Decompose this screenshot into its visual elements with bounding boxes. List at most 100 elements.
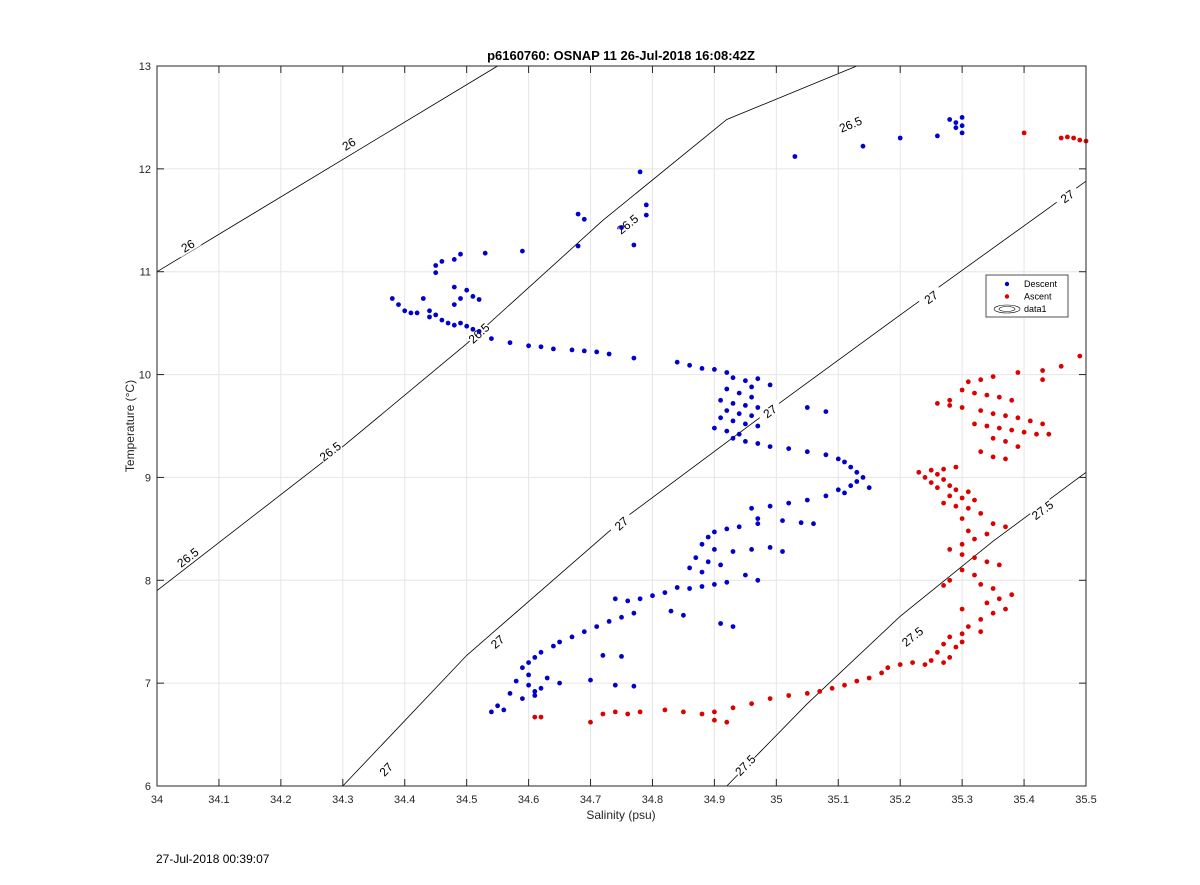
descent-point bbox=[526, 660, 531, 665]
contour-line-26.5 bbox=[156, 65, 857, 591]
ascent-point bbox=[842, 682, 847, 688]
ascent-point bbox=[990, 521, 996, 527]
descent-point bbox=[823, 452, 829, 458]
descent-point bbox=[520, 665, 525, 671]
ascent-point bbox=[1077, 353, 1083, 359]
ascent-point bbox=[712, 709, 717, 715]
descent-point bbox=[612, 596, 618, 602]
legend-marker-contour-inner bbox=[998, 306, 1016, 312]
x-tick-label: 35.5 bbox=[1075, 794, 1096, 806]
ascent-point bbox=[959, 639, 965, 645]
x-tick-label: 34.2 bbox=[270, 794, 291, 806]
descent-point bbox=[798, 520, 804, 526]
descent-point bbox=[538, 685, 544, 691]
ascent-point bbox=[965, 528, 971, 534]
ascent-point bbox=[1077, 137, 1083, 143]
descent-point bbox=[619, 654, 624, 659]
y-tick-label: 11 bbox=[140, 267, 151, 279]
descent-point bbox=[755, 376, 761, 382]
descent-point bbox=[433, 312, 439, 318]
descent-point bbox=[767, 444, 773, 449]
grid bbox=[156, 65, 1087, 787]
descent-point bbox=[600, 653, 606, 658]
descent-point bbox=[507, 340, 513, 346]
ascent-point bbox=[996, 425, 1002, 431]
descent-point bbox=[786, 500, 792, 506]
ascent-point bbox=[804, 691, 810, 696]
ascent-point bbox=[959, 495, 965, 501]
descent-point bbox=[414, 310, 420, 316]
ascent-point bbox=[972, 497, 977, 503]
ascent-point bbox=[854, 678, 860, 684]
descent-point bbox=[681, 612, 686, 618]
ascent-point bbox=[935, 649, 940, 655]
ascent-point bbox=[724, 719, 730, 725]
ascent-point bbox=[990, 610, 996, 616]
descent-point bbox=[513, 678, 519, 684]
contour-label-bg bbox=[173, 544, 202, 570]
ascent-point bbox=[749, 701, 754, 707]
ascent-point bbox=[1003, 456, 1008, 462]
contour-label: 26 bbox=[179, 236, 198, 255]
descent-point bbox=[730, 375, 736, 381]
ascent-point bbox=[538, 714, 544, 720]
descent-point bbox=[458, 320, 463, 326]
descent-point bbox=[743, 439, 748, 444]
ascent-point bbox=[972, 555, 977, 561]
ascent-point bbox=[1071, 135, 1076, 141]
descent-point bbox=[402, 308, 408, 314]
descent-point bbox=[482, 250, 488, 256]
contour-label-bg bbox=[731, 751, 759, 779]
descent-point bbox=[755, 577, 761, 583]
ascent-point bbox=[978, 617, 984, 622]
ascent-point bbox=[953, 464, 959, 470]
x-tick-label: 34.9 bbox=[704, 794, 725, 806]
ascent-point bbox=[959, 631, 965, 637]
ascent-point bbox=[612, 709, 618, 715]
ascent-point bbox=[588, 719, 593, 725]
ascent-point bbox=[959, 552, 965, 557]
contour-label-bg bbox=[334, 131, 363, 156]
descent-point bbox=[755, 441, 761, 446]
descent-point bbox=[594, 349, 600, 355]
descent-point bbox=[439, 317, 445, 323]
descent-point bbox=[724, 428, 730, 434]
descent-point bbox=[724, 526, 730, 532]
descent-point bbox=[476, 297, 482, 302]
descent-point bbox=[959, 130, 965, 136]
descent-point bbox=[544, 675, 550, 681]
legend-marker-contour bbox=[993, 304, 1021, 314]
descent-point bbox=[631, 242, 637, 248]
ascent-point bbox=[978, 449, 984, 455]
ascent-point bbox=[532, 714, 538, 720]
ascent-point bbox=[935, 401, 940, 406]
legend: Descent Ascent data1 bbox=[985, 274, 1069, 318]
x-tick-label: 34 bbox=[151, 794, 163, 806]
chart-title: p6160760: OSNAP 11 26-Jul-2018 16:08:42Z bbox=[487, 48, 755, 63]
descent-point bbox=[526, 343, 531, 349]
descent-point bbox=[854, 479, 860, 484]
descent-point bbox=[594, 624, 600, 629]
descent-point bbox=[953, 125, 959, 131]
descent-point bbox=[755, 521, 761, 527]
descent-point bbox=[860, 143, 866, 149]
descent-point bbox=[532, 655, 538, 660]
contour-label-bg bbox=[316, 438, 344, 464]
ascent-point bbox=[965, 505, 971, 511]
descent-point bbox=[767, 382, 773, 388]
ascent-point bbox=[922, 475, 928, 480]
descent-point bbox=[489, 709, 494, 715]
descent-point bbox=[619, 225, 624, 230]
x-tick-label: 35.4 bbox=[1013, 794, 1034, 806]
ascent-point bbox=[941, 466, 946, 472]
ascent-point bbox=[1003, 524, 1008, 530]
ascent-point bbox=[866, 675, 872, 681]
descent-point bbox=[427, 308, 432, 314]
ascent-point bbox=[1003, 413, 1008, 419]
series-ascent bbox=[532, 130, 1089, 725]
ascent-point bbox=[941, 477, 946, 482]
descent-point bbox=[501, 707, 507, 713]
descent-point bbox=[780, 518, 785, 523]
ascent-point bbox=[978, 582, 984, 587]
descent-point bbox=[631, 683, 637, 689]
